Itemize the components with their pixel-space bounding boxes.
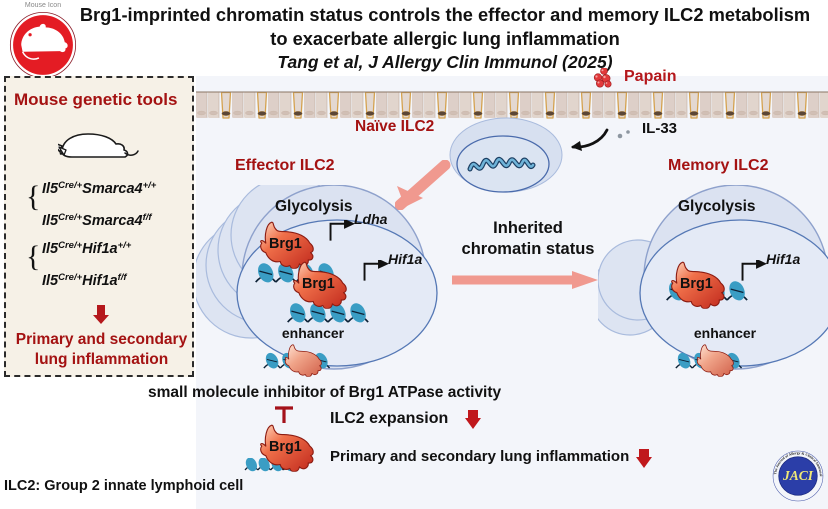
svg-text:Brg1: Brg1: [302, 276, 335, 292]
svg-text:Brg1: Brg1: [680, 276, 713, 292]
svg-text:Brg1: Brg1: [269, 236, 302, 252]
svg-text:Brg1: Brg1: [269, 439, 302, 455]
svg-text:JACI: JACI: [782, 468, 814, 483]
